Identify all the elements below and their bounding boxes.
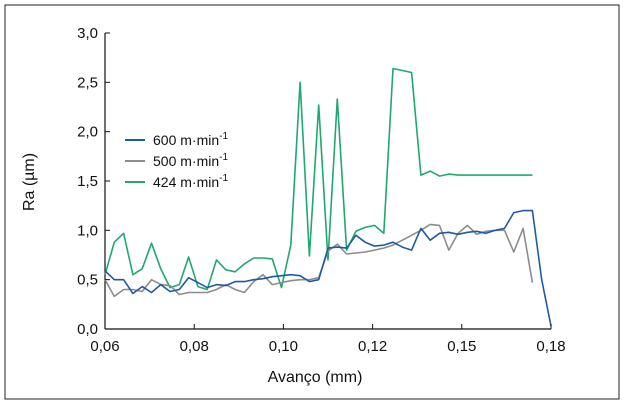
y-tick-label: 2,5 bbox=[77, 74, 98, 91]
y-tick-label: 0,0 bbox=[77, 321, 98, 338]
legend-label: 500 m·min-1 bbox=[153, 152, 228, 169]
figure-border bbox=[4, 4, 620, 400]
y-tick-label: 2,0 bbox=[77, 124, 98, 141]
x-tick-label: 0,15 bbox=[447, 338, 476, 355]
y-tick-label: 1,0 bbox=[77, 222, 98, 239]
y-tick-label: 0,5 bbox=[77, 272, 98, 289]
y-tick-label: 3,0 bbox=[77, 25, 98, 42]
series-line-424 bbox=[104, 67, 533, 291]
ticks: 0,0 0,5 1,0 1,5 2,0 2,5 3,0 0,06 0,08 0,10 0,12 0,1… bbox=[77, 25, 565, 355]
series-line-600 bbox=[104, 209, 552, 327]
x-axis-title: Avanço (mm) bbox=[268, 369, 363, 386]
series-line-500 bbox=[104, 223, 534, 298]
legend-label: 600 m·min-1 bbox=[153, 131, 228, 148]
y-axis-title: Ra (µm) bbox=[21, 153, 38, 211]
series-layer bbox=[104, 67, 552, 327]
x-tick-label: 0,06 bbox=[90, 338, 119, 355]
legend-label-superscript: -1 bbox=[219, 152, 228, 163]
x-tick-label: 0,18 bbox=[536, 338, 565, 355]
x-tick-label: 0,08 bbox=[180, 338, 209, 355]
legend-label: 424 m·min-1 bbox=[153, 173, 228, 190]
x-tick-label: 0,12 bbox=[358, 338, 387, 355]
legend-label-superscript: -1 bbox=[219, 131, 228, 142]
x-tick-label: 0,10 bbox=[269, 338, 298, 355]
y-tick-label: 1,5 bbox=[77, 173, 98, 190]
legend: 600 m·min-1 500 m·min-1 424 m·min-1 bbox=[125, 131, 228, 190]
legend-label-superscript: -1 bbox=[219, 173, 228, 184]
